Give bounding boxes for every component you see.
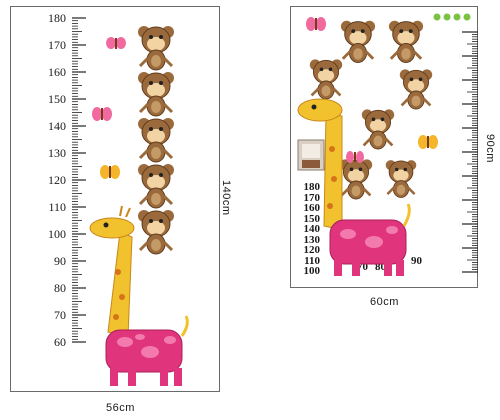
scale-label: 110 — [304, 254, 320, 267]
scale-label: 60 — [54, 335, 66, 349]
scale-label: 150 — [303, 212, 321, 225]
left-monkey-stack-illustration — [138, 26, 174, 255]
scale-label: 120 — [48, 173, 66, 187]
scale-label: 140 — [48, 119, 66, 133]
right-extra-label: 70 — [357, 261, 368, 273]
monkey-figure — [388, 20, 424, 63]
monkey-figure — [138, 118, 174, 163]
room-photo-thumbnail — [297, 139, 325, 171]
scale-label: 90 — [54, 254, 66, 268]
scale-label: 180 — [48, 11, 66, 25]
monkey-figure — [138, 210, 174, 255]
monkey-figure — [138, 164, 174, 209]
right-width-dimension: 60cm — [370, 296, 399, 308]
right-extra-label: 80 — [375, 261, 386, 273]
butterfly-icon — [92, 107, 112, 121]
left-height-dimension: 140cm — [220, 180, 232, 216]
scale-label: 110 — [48, 200, 66, 214]
monkey-figure — [138, 26, 174, 71]
scale-label: 140 — [303, 223, 321, 235]
scale-label: 150 — [48, 92, 66, 106]
left-ruler — [72, 17, 86, 343]
left-width-dimension: 56cm — [106, 402, 135, 414]
scale-label: 100 — [48, 227, 66, 241]
right-extra-label: 90 — [411, 255, 422, 267]
monkey-figure — [309, 59, 343, 100]
scale-label: 70 — [54, 308, 66, 322]
scale-label: 170 — [303, 191, 321, 204]
monkey-figure — [385, 160, 417, 198]
left-giraffe-illustration — [89, 205, 189, 386]
scale-label: 80 — [54, 281, 66, 295]
right-ruler — [462, 31, 478, 273]
butterfly-icon — [100, 165, 120, 179]
scale-label: 130 — [48, 146, 66, 160]
monkey-figure — [340, 20, 376, 63]
right-giraffe-illustration — [297, 98, 411, 276]
butterfly-icon — [306, 17, 326, 31]
monkey-figure — [138, 72, 174, 117]
green-dots-decoration — [433, 13, 471, 21]
scale-label: 100 — [303, 265, 321, 277]
right-height-dimension: 90cm — [484, 134, 496, 163]
scale-label: 180 — [303, 181, 321, 193]
scale-label: 130 — [303, 233, 321, 246]
scale-label: 120 — [303, 244, 321, 256]
monkey-figure — [399, 69, 433, 110]
monkey-figure — [361, 109, 395, 150]
right-monkeys-illustration — [309, 20, 433, 200]
butterfly-icon — [418, 135, 438, 149]
scale-label: 160 — [303, 202, 321, 214]
butterfly-icon — [346, 151, 364, 163]
butterfly-icon — [106, 37, 126, 49]
scale-label: 160 — [48, 65, 66, 79]
scale-label: 170 — [48, 38, 66, 52]
